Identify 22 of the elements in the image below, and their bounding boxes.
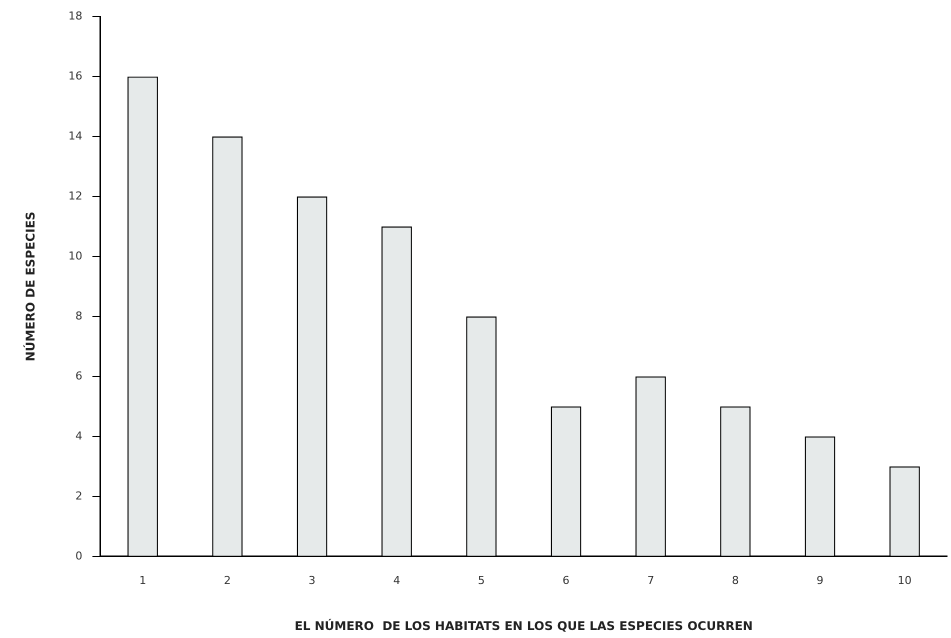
y-tick-label: 4 — [75, 429, 82, 442]
y-tick-label: 8 — [75, 309, 82, 322]
x-tick-label: 5 — [478, 574, 485, 587]
x-tick-label: 1 — [139, 574, 146, 587]
x-tick-label: 2 — [224, 574, 231, 587]
x-tick-label: 10 — [898, 574, 912, 587]
x-tick-label: 7 — [647, 574, 654, 587]
y-tick-label: 18 — [68, 9, 82, 22]
x-tick-label: 8 — [732, 574, 739, 587]
y-tick-label: 0 — [75, 549, 82, 562]
x-tick-label: 9 — [816, 574, 824, 587]
y-tick-label: 2 — [75, 489, 82, 502]
x-tick-label: 6 — [562, 574, 570, 587]
x-tick-label: 4 — [393, 574, 400, 587]
x-tick-label: 3 — [308, 574, 316, 587]
y-tick-label: 12 — [68, 189, 82, 202]
y-tick-label: 6 — [75, 369, 82, 382]
y-tick-label: 16 — [68, 69, 82, 82]
y-axis-title: NÚMERO DE ESPECIES — [22, 212, 38, 362]
y-tick-label: 14 — [68, 129, 82, 142]
y-tick-label: 10 — [68, 249, 82, 262]
x-axis-title: EL NÚMERO DE LOS HABITATS EN LOS QUE LAS ESPECIES OCURREN — [294, 618, 753, 633]
